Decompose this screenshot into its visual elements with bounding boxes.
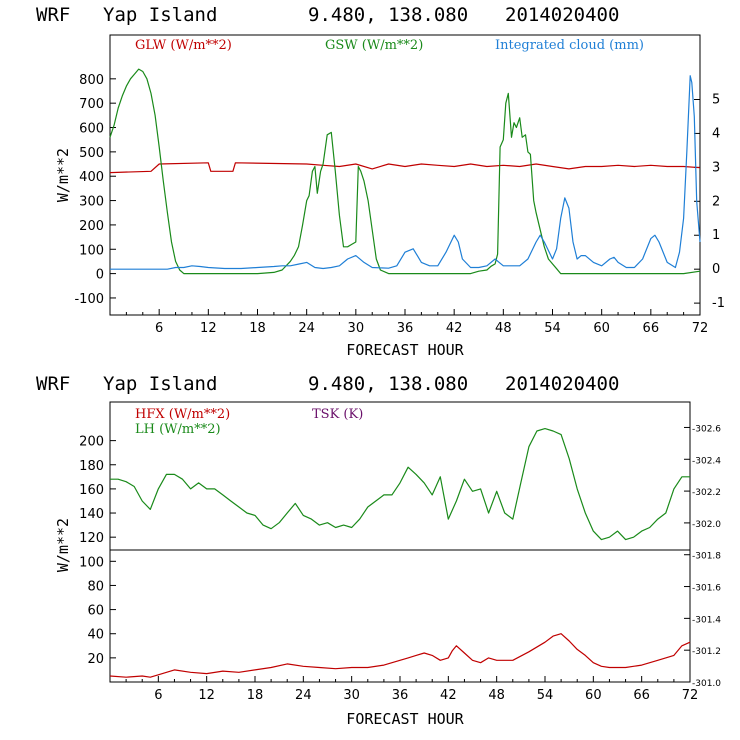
chart-2-x-tick-label: 30 [343, 688, 360, 703]
chart-2-legend-hfx: HFX (W/m**2) [135, 407, 230, 422]
chart-2-y-tick-label: 200 [79, 435, 104, 450]
chart-2-y2-tick-label: -301.6 [692, 584, 721, 594]
chart-2-x-tick-label: 42 [440, 688, 457, 703]
chart-1-x-tick-label: 24 [298, 321, 315, 336]
chart-1-y2-tick-label: 5 [712, 92, 720, 107]
chart-1-x-axis-label: FORECAST HOUR [346, 341, 464, 359]
chart-1-legend-glw: GLW (W/m**2) [135, 38, 232, 53]
chart-1-y-tick-label: 200 [79, 219, 104, 234]
chart-2-series-hfx-line [109, 633, 691, 678]
chart-1-y-tick-label: 600 [79, 122, 104, 137]
chart-1-title: WRF Yap Island 9.480, 138.080 2014020400 [36, 4, 619, 26]
chart-2-y2-tick-label: -301.0 [692, 679, 721, 689]
chart-1-x-tick-label: 42 [446, 321, 463, 336]
chart-2-y2-tick-label: -301.2 [692, 647, 721, 657]
chart-1-title-init: 2014020400 [505, 4, 619, 26]
chart-2-x-tick-label: 18 [247, 688, 264, 703]
chart-2-y2-tick-label: -302.0 [692, 520, 721, 530]
chart-2-y-tick-label: 80 [87, 579, 104, 594]
chart-2-y-tick-label: 20 [87, 652, 104, 667]
chart-1-y-tick-label: 400 [79, 170, 104, 185]
chart-1-y2-tick-label: 0 [712, 262, 720, 277]
chart-2-y2-tick-label: -302.2 [692, 488, 721, 498]
chart-2-x-tick-label: 6 [154, 688, 162, 703]
chart-2-y2-tick-label: -301.4 [692, 615, 721, 625]
chart-1-x-tick-label: 48 [495, 321, 512, 336]
chart-1-y-tick-label: 700 [79, 97, 104, 112]
chart-1-series-integrated-line [110, 75, 701, 270]
chart-2-x-tick-label: 48 [488, 688, 505, 703]
chart-1-x-tick-label: 66 [643, 321, 660, 336]
chart-2-x-tick-label: 24 [295, 688, 312, 703]
chart-2-y-tick-label: 120 [79, 531, 104, 546]
chart-1-y-tick-label: 500 [79, 146, 104, 161]
chart-2-y-tick-label: 40 [87, 628, 104, 643]
chart-2-series-lh-line [110, 428, 690, 541]
chart-2-x-tick-label: 66 [633, 688, 650, 703]
chart-2-title-init: 2014020400 [505, 373, 619, 395]
chart-2-y2-tick-label: -301.8 [692, 552, 721, 562]
chart-1-y-tick-label: 0 [96, 268, 104, 283]
chart-1-title-location: Yap Island [103, 4, 217, 26]
chart-2-y-axis-label: W/m**2 [54, 518, 72, 572]
chart-1-y-tick-label: -100 [74, 292, 104, 307]
chart-1-series-gsw-line [109, 68, 701, 275]
chart-2-y-tick-label: 140 [79, 507, 104, 522]
chart-2-plot-frame [109, 401, 691, 683]
chart-1: WRF Yap Island 9.480, 138.080 2014020400… [36, 4, 725, 359]
chart-2: WRF Yap Island 9.480, 138.080 2014020400… [36, 373, 721, 728]
chart-2-x-tick-label: 12 [198, 688, 215, 703]
chart-2-title: WRF Yap Island 9.480, 138.080 2014020400 [36, 373, 619, 395]
chart-2-title-model: WRF [36, 373, 70, 395]
chart-2-x-tick-label: 60 [585, 688, 602, 703]
chart-2-y-tick-label: 60 [87, 604, 104, 619]
chart-1-legend-gsw: GSW (W/m**2) [325, 38, 423, 53]
chart-1-y2-tick-label: 4 [712, 126, 720, 141]
chart-1-y2-tick-label: 2 [712, 194, 720, 209]
chart-2-title-location: Yap Island [103, 373, 217, 395]
chart-2-y2-tick-label: -302.4 [692, 456, 721, 466]
chart-1-y2-tick-label: -1 [712, 296, 725, 311]
chart-1-legend-cloud: Integrated cloud (mm) [495, 38, 644, 53]
chart-1-x-tick-label: 54 [544, 321, 561, 336]
chart-2-x-tick-label: 36 [392, 688, 409, 703]
chart-2-x-axis-label: FORECAST HOUR [346, 710, 464, 728]
chart-2-y-tick-label: 160 [79, 483, 104, 498]
chart-1-y-tick-label: 100 [79, 243, 104, 258]
chart-1-x-tick-label: 12 [200, 321, 217, 336]
chart-1-x-tick-label: 72 [692, 321, 709, 336]
chart-1-y2-tick-label: 3 [712, 160, 720, 175]
chart-2-y-tick-label: 180 [79, 459, 104, 474]
chart-2-title-coords: 9.480, 138.080 [308, 373, 468, 395]
chart-2-legend-lh: LH (W/m**2) [135, 422, 221, 437]
chart-2-x-tick-label: 54 [537, 688, 554, 703]
chart-1-title-coords: 9.480, 138.080 [308, 4, 468, 26]
chart-2-y2-tick-label: -302.6 [692, 424, 721, 434]
chart-1-title-model: WRF [36, 4, 70, 26]
chart-1-x-tick-label: 6 [155, 321, 163, 336]
chart-1-y2-tick-label: 1 [712, 228, 720, 243]
chart-1-y-tick-label: 300 [79, 195, 104, 210]
chart-1-x-tick-label: 36 [397, 321, 414, 336]
chart-1-x-tick-label: 30 [348, 321, 365, 336]
chart-1-y-axis-label: W/m**2 [54, 148, 72, 202]
chart-1-y-tick-label: 800 [79, 73, 104, 88]
chart-2-y-tick-label: 100 [79, 555, 104, 570]
chart-1-x-tick-label: 60 [593, 321, 610, 336]
chart-2-legend-tsk: TSK (K) [312, 407, 363, 422]
chart-2-x-tick-label: 72 [682, 688, 699, 703]
chart-1-x-tick-label: 18 [249, 321, 266, 336]
chart-1-series-glw-line [109, 162, 701, 174]
